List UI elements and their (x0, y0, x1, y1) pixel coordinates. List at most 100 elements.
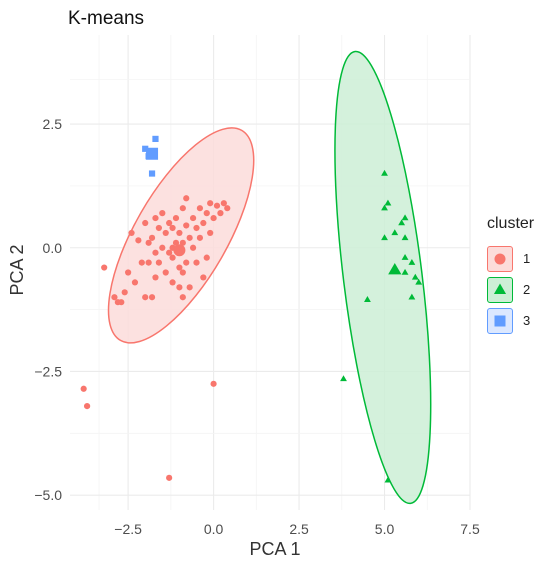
point-cluster-1 (207, 200, 214, 207)
point-cluster-1 (169, 254, 176, 261)
cluster-ellipse-2 (334, 50, 432, 505)
point-cluster-3 (152, 135, 159, 143)
point-cluster-2 (381, 204, 388, 211)
point-cluster-1 (176, 264, 183, 271)
point-cluster-2 (391, 229, 399, 236)
x-tick-label: 5.0 (375, 521, 395, 537)
point-cluster-1 (203, 254, 210, 261)
centroid-cluster-3 (146, 147, 159, 160)
legend-key-circle-icon (487, 245, 513, 272)
legend-title: cluster (487, 215, 535, 232)
point-cluster-1 (186, 284, 193, 291)
y-tick-label: 2.5 (43, 116, 63, 132)
point-cluster-1 (125, 269, 132, 276)
point-cluster-1 (155, 259, 162, 266)
legend-key-triangle-icon (487, 276, 513, 303)
x-tick-label: −2.5 (114, 521, 142, 537)
centroid-cluster-2 (388, 262, 402, 275)
point-cluster-1 (131, 279, 139, 286)
point-cluster-1 (203, 210, 210, 217)
point-cluster-1 (162, 229, 169, 237)
point-cluster-1 (217, 210, 224, 217)
legend-label: 2 (523, 282, 531, 297)
point-cluster-1 (138, 259, 145, 266)
legend-item-3: 3 (487, 305, 534, 336)
point-cluster-1 (152, 274, 159, 281)
point-cluster-1 (159, 244, 166, 251)
point-cluster-1 (152, 214, 159, 222)
point-cluster-3 (148, 170, 156, 177)
point-cluster-1 (118, 299, 125, 306)
point-cluster-2 (415, 278, 423, 285)
legend-label: 1 (523, 251, 531, 266)
point-cluster-1 (169, 224, 176, 232)
point-cluster-2 (408, 293, 416, 300)
point-cluster-2 (364, 296, 371, 302)
point-cluster-1 (179, 269, 186, 276)
point-cluster-1 (179, 239, 186, 246)
point-cluster-1 (162, 269, 169, 276)
point-cluster-1 (148, 234, 156, 241)
point-cluster-2 (408, 258, 416, 265)
point-cluster-1 (83, 402, 91, 410)
point-cluster-1 (200, 219, 207, 227)
point-cluster-2 (381, 234, 388, 241)
point-cluster-2 (411, 273, 419, 280)
point-cluster-1 (159, 210, 166, 217)
point-cluster-3 (142, 145, 149, 152)
point-cluster-1 (189, 244, 197, 251)
x-axis-label: PCA 1 (249, 539, 300, 559)
point-cluster-1 (128, 229, 135, 237)
point-cluster-1 (145, 239, 152, 246)
point-cluster-2 (384, 476, 392, 483)
point-cluster-1 (166, 474, 173, 481)
legend: cluster 1 2 3 (487, 215, 534, 336)
point-cluster-1 (193, 259, 200, 266)
point-cluster-1 (210, 214, 217, 222)
legend-label: 3 (523, 313, 531, 328)
point-cluster-1 (152, 249, 159, 256)
point-cluster-1 (166, 219, 173, 227)
x-tick-label: 0.0 (204, 521, 224, 537)
point-cluster-1 (196, 205, 204, 212)
point-cluster-1 (210, 380, 217, 387)
point-cluster-1 (172, 239, 180, 246)
legend-glyph-triangle-icon (493, 283, 507, 294)
point-cluster-1 (220, 200, 227, 207)
point-cluster-1 (207, 229, 214, 237)
point-cluster-1 (179, 294, 186, 301)
legend-glyph-square-icon (494, 315, 506, 326)
x-tick-label: 2.5 (289, 521, 309, 537)
point-cluster-1 (224, 205, 231, 212)
centroid-cluster-1 (173, 244, 186, 257)
point-cluster-1 (142, 294, 149, 301)
point-cluster-1 (172, 214, 180, 222)
point-cluster-1 (183, 195, 190, 202)
cluster-ellipses (107, 50, 432, 505)
legend-key-square-icon (487, 307, 513, 334)
point-cluster-1 (189, 214, 197, 222)
point-cluster-1 (135, 237, 142, 244)
point-cluster-1 (183, 222, 190, 229)
point-cluster-1 (148, 294, 156, 301)
point-cluster-2 (384, 199, 392, 206)
tick-labels: −2.5 0.0 2.5 5.0 7.5 −5.0 −2.5 0.0 2.5 (34, 116, 480, 537)
point-cluster-1 (111, 294, 118, 301)
point-cluster-1 (145, 259, 152, 266)
point-cluster-2 (401, 254, 409, 260)
point-cluster-1 (101, 264, 108, 271)
point-cluster-1 (155, 224, 162, 232)
y-axis-label: PCA 2 (7, 244, 27, 295)
point-cluster-2 (340, 375, 347, 382)
y-tick-label: −2.5 (34, 363, 62, 379)
point-cluster-1 (166, 249, 173, 256)
point-cluster-1 (142, 219, 149, 227)
legend-item-2: 2 (487, 274, 534, 305)
y-tick-label: 0.0 (43, 240, 63, 256)
point-cluster-1 (121, 289, 128, 296)
point-cluster-2 (401, 234, 409, 241)
point-cluster-1 (80, 385, 87, 392)
data-points (80, 135, 423, 483)
point-cluster-1 (179, 205, 186, 212)
